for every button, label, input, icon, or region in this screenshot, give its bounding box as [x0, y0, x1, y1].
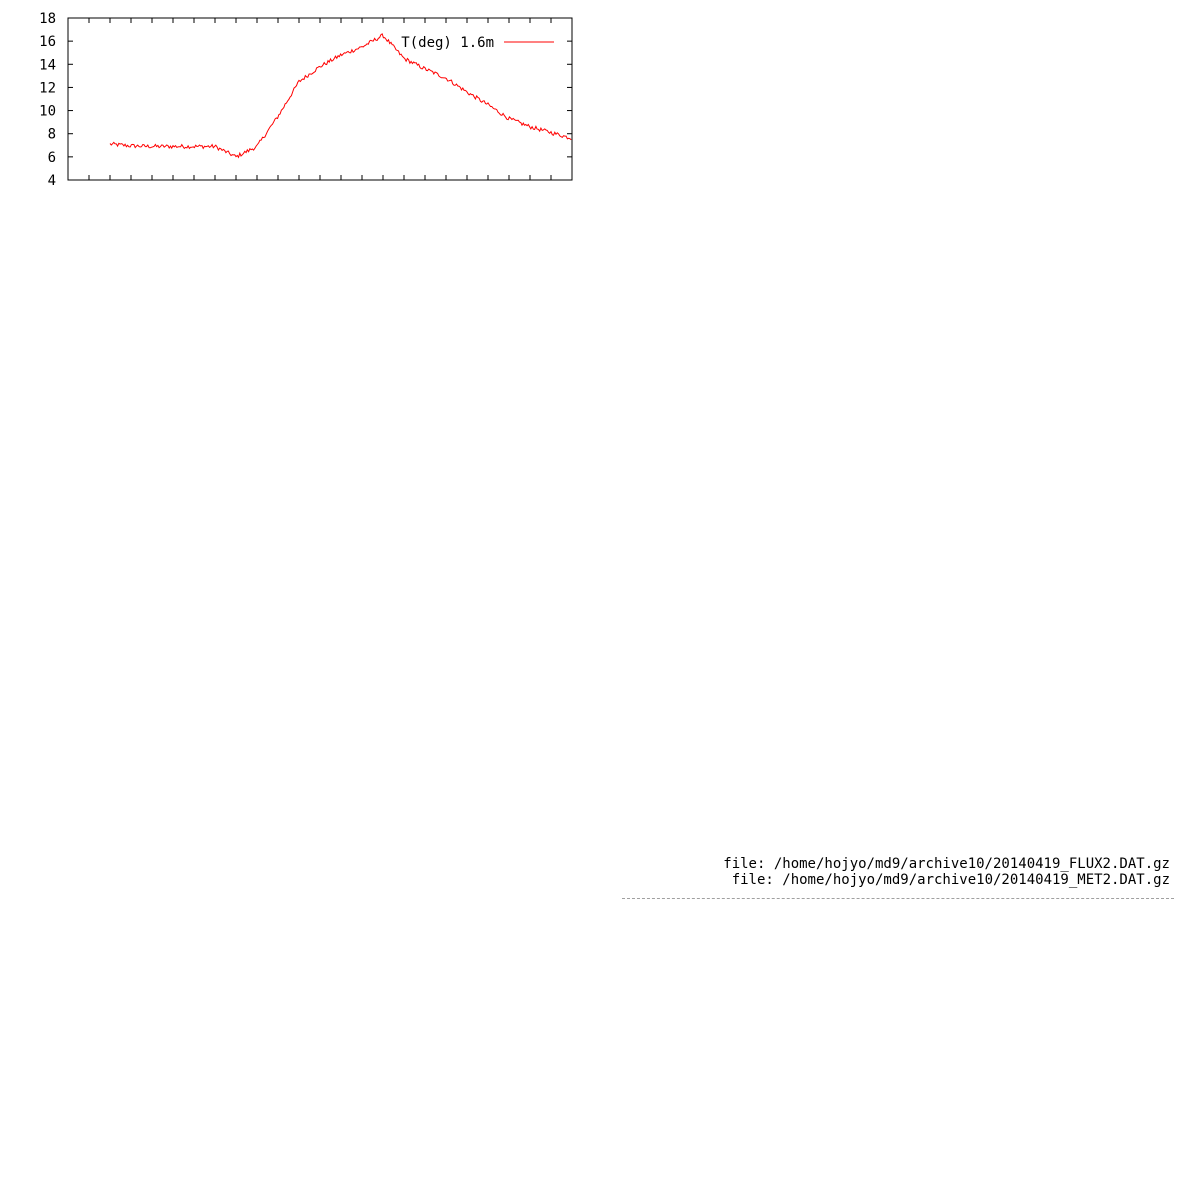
y-tick-label: 12 [39, 80, 56, 96]
y-tick-label: 6 [48, 150, 56, 166]
y-tick-label: 16 [39, 34, 56, 50]
plot-frame [67, 17, 573, 181]
y-tick-label: 4 [48, 173, 56, 189]
file-list: file: /home/hojyo/md9/archive10/20140419… [622, 856, 1170, 888]
legend-label: T(deg) 1.6m [401, 35, 494, 51]
y-tick-label: 14 [39, 57, 56, 73]
y-tick-label: 10 [39, 104, 56, 120]
chart-air-temperature: 4 6 8 10 12 14 16 18 T(deg) 1.6m [39, 11, 573, 189]
y-tick-label: 8 [48, 127, 56, 143]
flux-file-path: file: /home/hojyo/md9/archive10/20140419… [723, 856, 1170, 872]
y-tick-label: 18 [39, 11, 56, 27]
series-line [109, 33, 572, 159]
file-divider [622, 898, 1174, 899]
met-file-path: file: /home/hojyo/md9/archive10/20140419… [731, 872, 1170, 888]
